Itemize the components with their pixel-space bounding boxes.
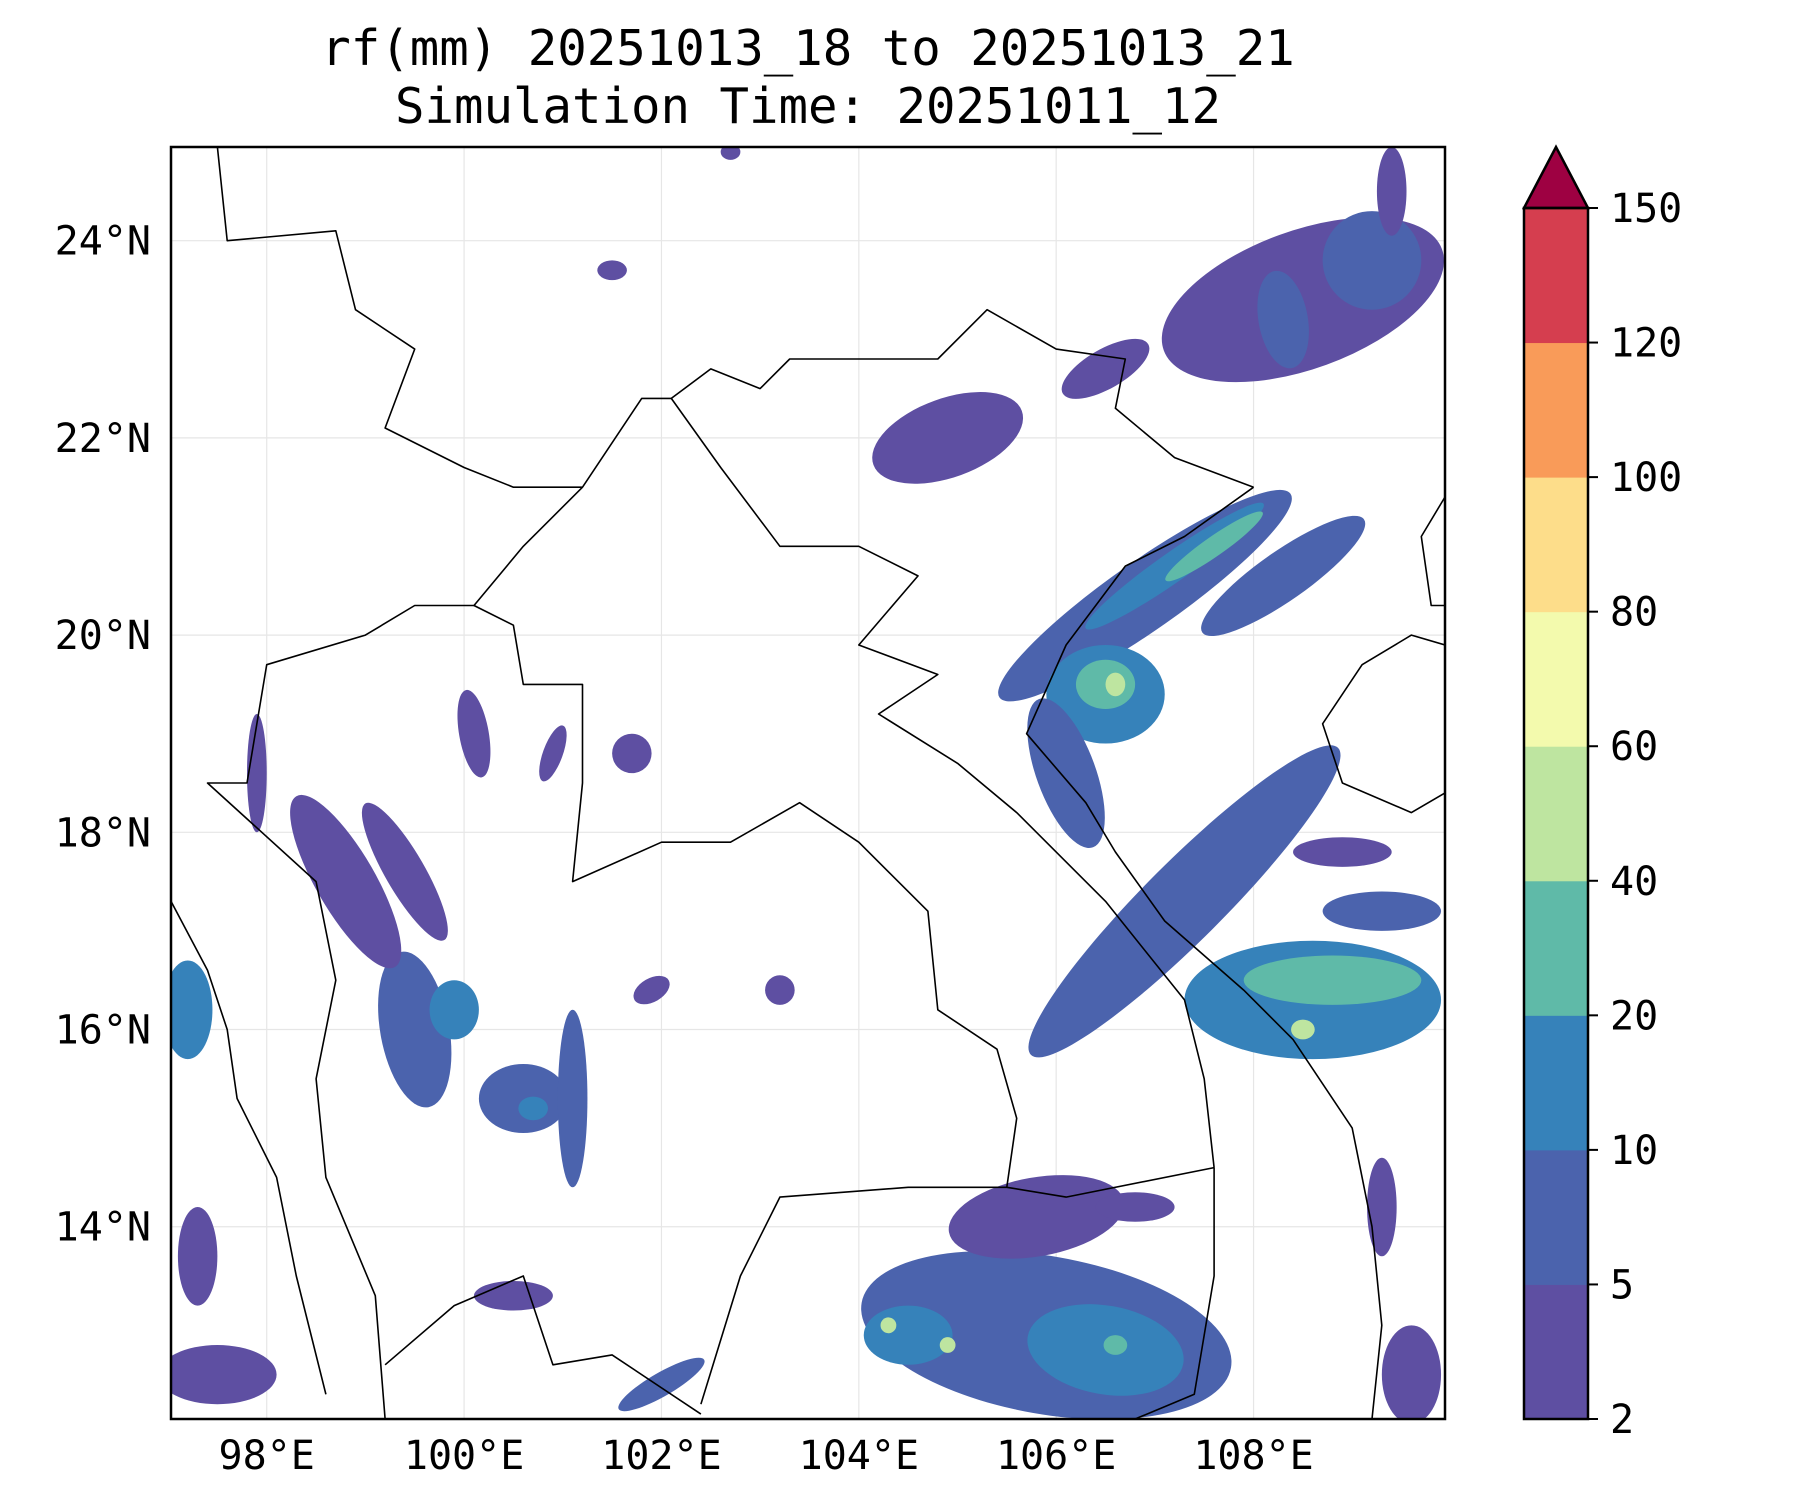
x-tick-label: 100°E (404, 1433, 524, 1479)
colorbar-segment (1524, 1284, 1588, 1420)
rain-cell (171, 960, 213, 1060)
rain-cell (246, 713, 267, 833)
rain-cell (1293, 837, 1392, 867)
rain-cell (1027, 698, 1105, 848)
rain-cell (1291, 1019, 1315, 1040)
border-line (384, 1275, 702, 1415)
plot-title: rf(mm) 20251013_18 to 20251013_21 (321, 20, 1295, 77)
rain-cell (378, 951, 452, 1108)
rain-cell (457, 689, 491, 778)
y-tick-label: 22°N (55, 416, 151, 462)
y-tick-label: 16°N (55, 1008, 151, 1054)
rain-cell (863, 1305, 953, 1365)
rain-cell (872, 392, 1024, 484)
rain-cell (948, 1175, 1125, 1259)
rain-cell (1322, 891, 1442, 931)
colorbar-segment (1524, 477, 1588, 613)
colorbar-tick-label: 80 (1610, 590, 1658, 636)
rain-cell (429, 980, 479, 1040)
rain-cell (1095, 1192, 1175, 1222)
border-line (1420, 496, 1445, 607)
colorbar-segment (1524, 746, 1588, 882)
x-tick-label: 104°E (799, 1433, 919, 1479)
rain-cell (612, 733, 652, 774)
colorbar-segment (1524, 611, 1588, 747)
rain-cell (1075, 659, 1136, 710)
rain-cell (361, 802, 448, 941)
rain-cell (1165, 511, 1263, 582)
plot-subtitle: Simulation Time: 20251011_12 (394, 78, 1221, 135)
rain-cell (1105, 672, 1126, 697)
rain-cell (177, 1207, 218, 1306)
rain-cell (1367, 1157, 1397, 1257)
colorbar: 2 5 10 20 40 60 80 100 120 150 (1521, 144, 1682, 1443)
y-tick-label: 24°N (55, 219, 151, 265)
map-frame (169, 145, 1447, 1421)
rain-cell (557, 1009, 588, 1188)
rain-cell (765, 975, 795, 1005)
colorbar-tick-label: 60 (1610, 724, 1658, 770)
rain-cell (1257, 270, 1309, 369)
border-line (171, 900, 327, 1395)
colorbar-segment (1524, 1015, 1588, 1151)
colorbar-tick-label: 100 (1610, 455, 1682, 501)
colorbar-extend-arrow (1521, 144, 1591, 210)
rain-cell (473, 1280, 553, 1311)
rain-cell (518, 1096, 548, 1121)
x-tick-label: 102°E (601, 1433, 721, 1479)
x-tick-label: 106°E (996, 1433, 1116, 1479)
rain-cell (939, 1337, 956, 1353)
border-line (216, 147, 1254, 489)
rain-cell (1322, 211, 1422, 310)
colorbar-tick-label: 5 (1610, 1262, 1634, 1308)
colorbar-segment (1524, 880, 1588, 1016)
x-tick-label: 98°E (219, 1433, 315, 1479)
rain-cell (290, 794, 402, 969)
rain-cell (618, 1357, 705, 1412)
colorbar-frame (1522, 206, 1590, 1421)
colorbar-tick-label: 2 (1610, 1397, 1634, 1443)
y-tick-label: 14°N (55, 1205, 151, 1251)
rain-cell (880, 1317, 897, 1334)
rain-cell (1061, 338, 1150, 399)
rain-cell (1028, 745, 1341, 1058)
border-line (670, 397, 1215, 1168)
y-tick-label: 20°N (55, 613, 151, 659)
colorbar-tick-label: 10 (1610, 1128, 1658, 1174)
rain-cell (171, 1345, 277, 1405)
rain-cell (1381, 1325, 1442, 1419)
rain-cell (1103, 1335, 1128, 1355)
rain-cell (1201, 515, 1366, 637)
border-line (1025, 486, 1383, 1419)
colorbar-tick-label: 150 (1610, 186, 1682, 232)
colorbar-tick-label: 40 (1610, 859, 1658, 905)
rain-cell (478, 1064, 568, 1134)
colorbar-segment (1524, 208, 1588, 344)
y-tick-label: 18°N (55, 810, 151, 856)
colorbar-segment (1524, 1149, 1588, 1285)
rain-cell (720, 147, 741, 160)
border-line (206, 604, 474, 1419)
rain-cell (1376, 147, 1407, 236)
rainfall-contours (171, 147, 1444, 1419)
border-line (1134, 1167, 1215, 1419)
border-line (473, 486, 1018, 1188)
rain-cell (539, 725, 567, 782)
colorbar-tick-label: 20 (1610, 993, 1658, 1039)
border-line (700, 1166, 1215, 1405)
rain-cell (633, 975, 670, 1005)
country-borders (171, 147, 1445, 1419)
x-tick-label: 108°E (1193, 1433, 1313, 1479)
colorbar-tick-label: 120 (1610, 321, 1682, 367)
colorbar-segment (1524, 342, 1588, 478)
axis-ticks: 98°E 100°E 102°E 104°E 106°E 108°E 24°N 22°N 20°… (55, 219, 1314, 1479)
rain-cell (597, 260, 627, 281)
rain-cell (1243, 955, 1422, 1005)
border-line (1321, 634, 1445, 814)
